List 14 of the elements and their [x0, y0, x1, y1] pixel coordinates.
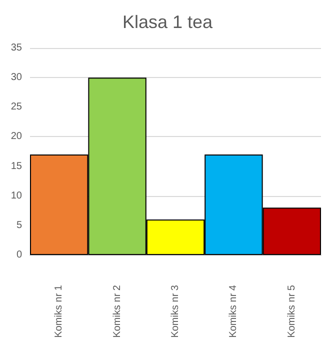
y-tick-label: 30	[10, 72, 22, 84]
x-tick-label: Komiks nr 4	[228, 284, 240, 338]
y-tick-label: 5	[16, 220, 22, 231]
x-tick-label: Komiks nr 3	[170, 284, 181, 338]
y-tick-label: 10	[10, 190, 22, 202]
y-tick-label: 25	[10, 102, 22, 113]
y-tick-label: 0	[16, 250, 22, 260]
chart-title: Klasa 1 tea	[122, 12, 214, 32]
x-tick-label: Komiks nr 2	[112, 284, 123, 338]
y-tick-label: 20	[10, 131, 22, 142]
y-tick-label: 15	[10, 160, 22, 172]
y-tick-label: 35	[10, 42, 22, 54]
x-tick-label: Komiks nr 5	[286, 284, 298, 338]
x-tick-label: Komiks nr 1	[54, 284, 65, 338]
